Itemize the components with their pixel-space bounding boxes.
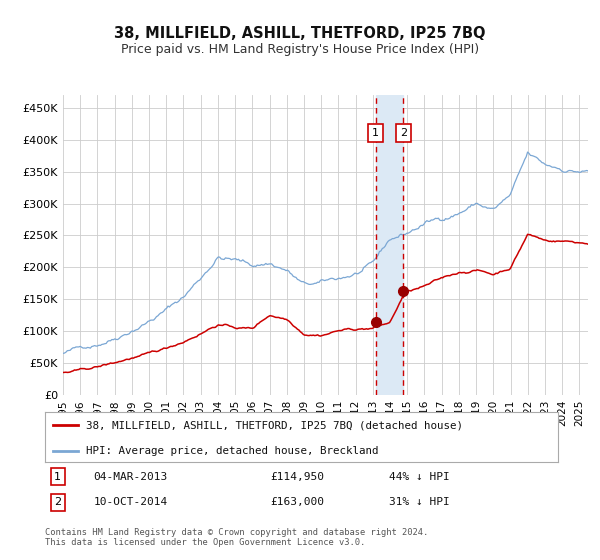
Text: 10-OCT-2014: 10-OCT-2014 [94,497,168,507]
Text: 38, MILLFIELD, ASHILL, THETFORD, IP25 7BQ (detached house): 38, MILLFIELD, ASHILL, THETFORD, IP25 7B… [86,420,463,430]
Text: Contains HM Land Registry data © Crown copyright and database right 2024.
This d: Contains HM Land Registry data © Crown c… [45,528,428,547]
Text: Price paid vs. HM Land Registry's House Price Index (HPI): Price paid vs. HM Land Registry's House … [121,43,479,56]
Text: HPI: Average price, detached house, Breckland: HPI: Average price, detached house, Brec… [86,446,379,456]
Text: £163,000: £163,000 [271,497,325,507]
Text: 38, MILLFIELD, ASHILL, THETFORD, IP25 7BQ: 38, MILLFIELD, ASHILL, THETFORD, IP25 7B… [114,26,486,41]
Text: 1: 1 [372,128,379,138]
Text: 2: 2 [54,497,61,507]
Text: 44% ↓ HPI: 44% ↓ HPI [389,472,449,482]
Text: 1: 1 [55,472,61,482]
Text: 31% ↓ HPI: 31% ↓ HPI [389,497,449,507]
Text: 04-MAR-2013: 04-MAR-2013 [94,472,168,482]
Bar [376,95,403,395]
Text: £114,950: £114,950 [271,472,325,482]
Text: 2: 2 [400,128,407,138]
